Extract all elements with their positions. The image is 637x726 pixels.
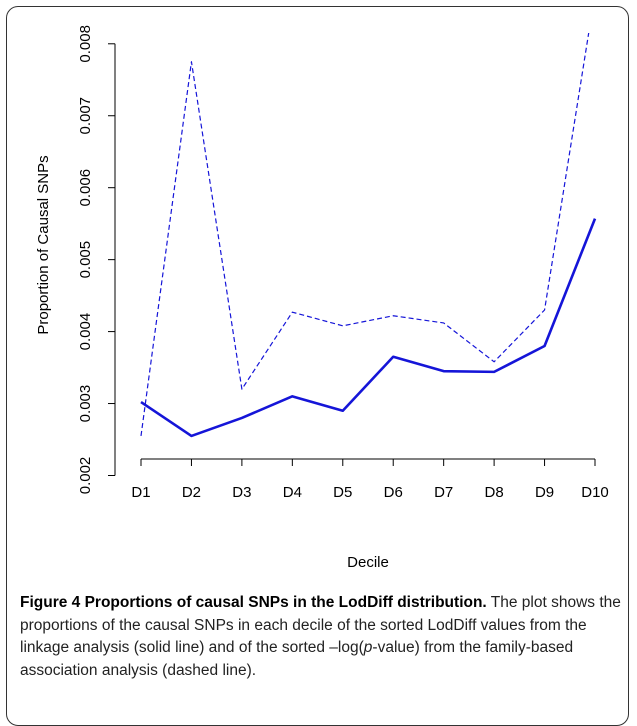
caption-title: Figure 4 Proportions of causal SNPs in t… [20,594,487,611]
chart: Decile Proportion of Causal SNPs 0.002 0.… [35,25,609,571]
page: {"chart_data": {"type": "line", "xlabel"… [6,6,629,726]
y-tick-label: 0.006 [77,169,94,207]
y-tick-label: 0.005 [77,241,94,279]
x-tick-label: D10 [581,484,609,501]
dashed-line [140,33,590,436]
x-tick-label: D8 [485,484,504,501]
caption-text: -value) from the family-based associatio… [20,639,574,679]
x-tick-label: D5 [333,484,352,501]
caption-text: The plot shows the proportions of the ca… [20,594,621,656]
caption-italic: p [363,639,373,656]
y-tick-label: 0.002 [77,457,94,495]
x-tick-label: D4 [283,484,302,501]
x-tick-label: D3 [232,484,251,501]
y-tick-label: 0.003 [77,385,94,423]
x-tick-label: D7 [434,484,453,501]
x-tick-label: D6 [384,484,403,501]
figure-caption: Figure 4 Proportions of causal SNPs in t… [20,592,624,682]
solid-line [140,218,597,438]
x-axis-label: Decile [347,554,389,571]
y-axis-label: Proportion of Causal SNPs [35,155,52,334]
x-tick-label: D2 [182,484,201,501]
plot-area [140,33,597,438]
y-tick-label: 0.007 [77,97,94,135]
x-tick-label: D9 [535,484,554,501]
x-tick-label: D1 [131,484,150,501]
y-tick-label: 0.004 [77,313,94,351]
y-tick-label: 0.008 [77,25,94,63]
